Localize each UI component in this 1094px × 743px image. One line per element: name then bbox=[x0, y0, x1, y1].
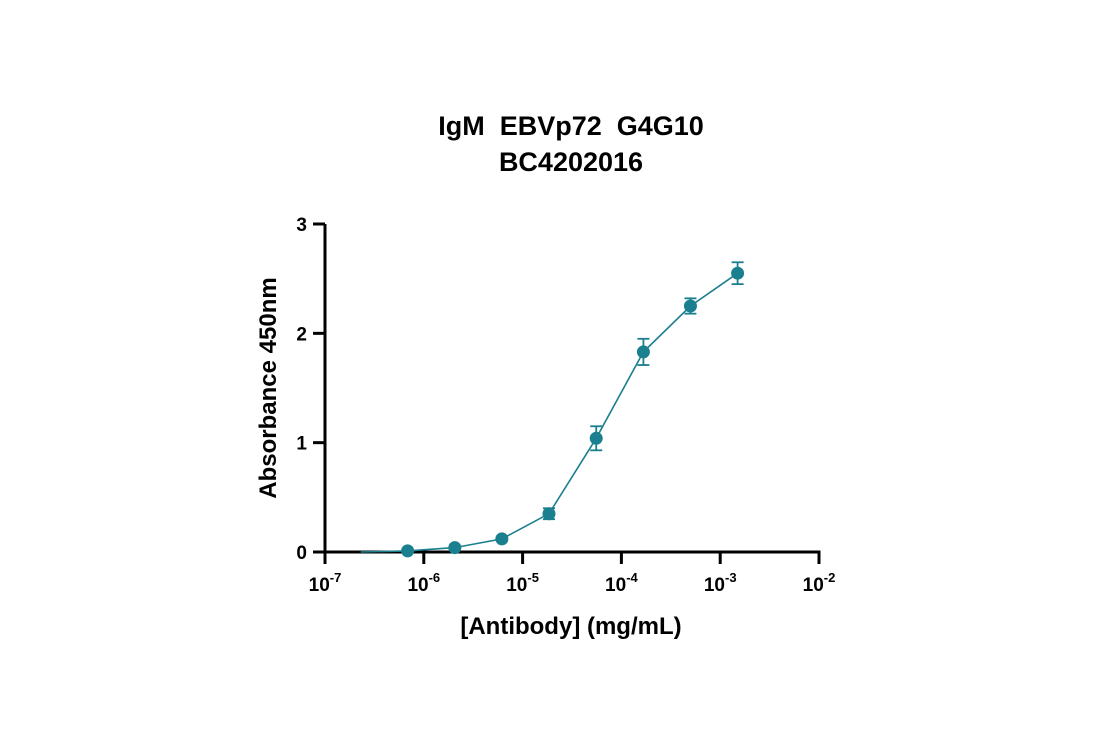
x-tick-label: 10-5 bbox=[506, 570, 539, 596]
x-axis-label: [Antibody] (mg/mL) bbox=[460, 613, 681, 640]
data-point bbox=[731, 266, 745, 280]
x-tick-label-base: 10 bbox=[704, 575, 725, 596]
data-point bbox=[589, 431, 603, 445]
chart-title-line-2: BC4202016 bbox=[499, 147, 643, 177]
data-point bbox=[683, 299, 697, 313]
x-tick-label-exponent: -5 bbox=[527, 570, 539, 585]
data-point bbox=[542, 507, 556, 521]
x-tick-label: 10-2 bbox=[803, 570, 836, 596]
x-tick-label: 10-3 bbox=[704, 570, 737, 596]
x-tick-label: 10-4 bbox=[605, 570, 638, 596]
chart-title-line-1: IgM EBVp72 G4G10 bbox=[438, 111, 704, 141]
plot-area bbox=[360, 261, 745, 558]
x-tick-label-exponent: -3 bbox=[725, 570, 737, 585]
x-tick-label-base: 10 bbox=[605, 575, 626, 596]
x-tick-label-base: 10 bbox=[506, 575, 527, 596]
x-tick-label-base: 10 bbox=[803, 575, 824, 596]
data-point bbox=[401, 544, 415, 558]
x-tick-label-exponent: -4 bbox=[626, 570, 638, 585]
y-axis-label: Absorbance 450nm bbox=[255, 277, 282, 498]
y-tick-label: 1 bbox=[296, 434, 307, 455]
y-tick-label: 0 bbox=[296, 543, 307, 564]
x-tick-label-exponent: -7 bbox=[330, 570, 342, 585]
y-tick-label: 3 bbox=[296, 215, 307, 236]
chart-title: IgM EBVp72 G4G10 BC4202016 bbox=[438, 111, 704, 177]
x-tick-label-exponent: -2 bbox=[824, 570, 836, 585]
x-tick-label-base: 10 bbox=[407, 575, 428, 596]
x-tick-label: 10-7 bbox=[309, 570, 342, 596]
data-point bbox=[636, 345, 650, 359]
x-tick-label: 10-6 bbox=[407, 570, 440, 596]
data-point bbox=[495, 532, 509, 546]
x-tick-label-exponent: -6 bbox=[429, 570, 441, 585]
x-tick-label-base: 10 bbox=[309, 575, 330, 596]
data-point bbox=[448, 541, 462, 555]
y-tick-label: 2 bbox=[296, 324, 307, 345]
